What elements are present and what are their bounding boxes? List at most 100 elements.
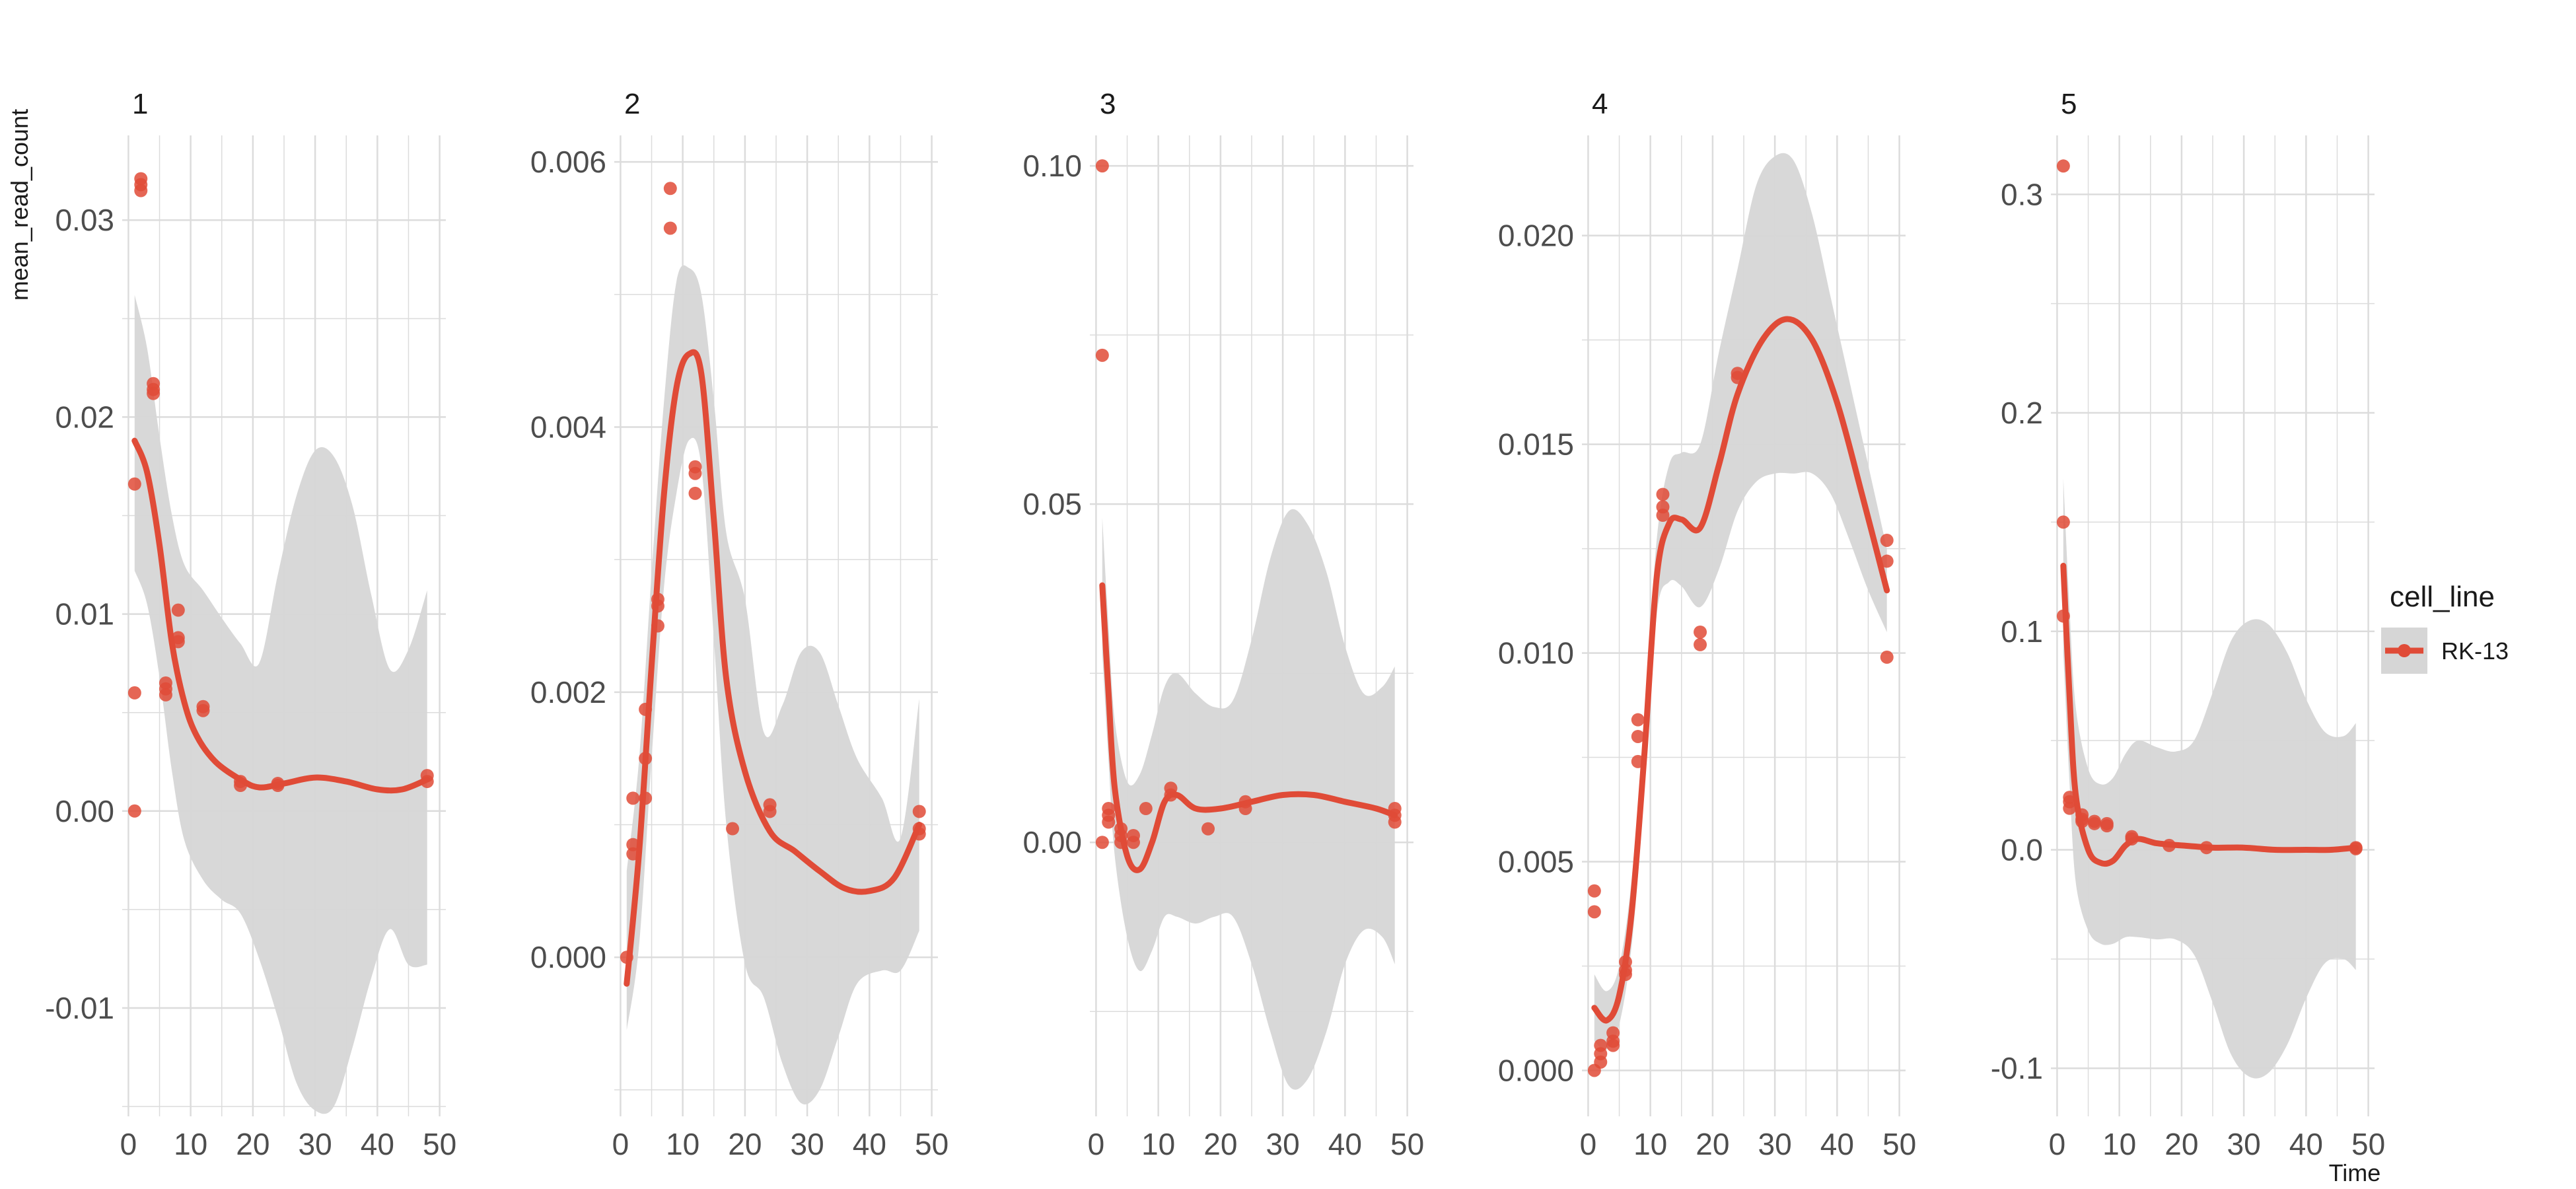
x-tick-label: 10	[2102, 1127, 2136, 1161]
y-tick-label: 0.00	[1022, 825, 1082, 859]
x-tick-label: 30	[1758, 1127, 1792, 1161]
y-tick-label: 0.020	[1498, 219, 1574, 253]
x-axis-title: Time	[2329, 1159, 2381, 1186]
data-point	[688, 466, 702, 480]
data-point	[1631, 729, 1645, 743]
x-tick-label: 50	[915, 1127, 948, 1161]
data-point	[1631, 713, 1645, 727]
x-tick-label: 50	[1882, 1127, 1916, 1161]
y-axis-title: mean_read_count	[6, 109, 33, 301]
data-point	[626, 791, 640, 805]
x-tick-label: 50	[2351, 1127, 2385, 1161]
data-point	[912, 805, 926, 818]
data-point	[147, 386, 161, 400]
confidence-ribbon	[1594, 153, 1887, 1050]
panel-1: 0 10 20 30 40 50 -0.01 0.00 0.01 0.02 0.03 1	[45, 88, 456, 1161]
x-tick-label: 0	[120, 1127, 137, 1161]
data-point	[1587, 884, 1601, 898]
data-point	[763, 805, 777, 818]
data-point	[196, 703, 210, 717]
y-tick-label: 0.006	[530, 145, 606, 179]
y-tick-label: -0.01	[45, 991, 114, 1025]
smooth-line	[1099, 582, 1398, 873]
y-tick-label: 0.010	[1498, 636, 1574, 670]
data-point	[1694, 625, 1707, 639]
y-tick-label: -0.1	[1991, 1051, 2043, 1085]
smooth-line	[131, 437, 431, 794]
data-point	[1587, 905, 1601, 919]
y-tick-label: 0.00	[55, 794, 114, 828]
data-point	[127, 686, 141, 700]
data-point	[663, 182, 677, 196]
panel-5: 0 10 20 30 40 50 -0.1 0.0 0.1 0.2 0.3 5	[1991, 88, 2385, 1161]
data-point	[1594, 1055, 1608, 1069]
x-tick-label: 40	[1328, 1127, 1362, 1161]
data-point	[1095, 159, 1109, 173]
x-tick-label: 10	[666, 1127, 699, 1161]
data-point	[688, 486, 702, 500]
x-tick-label: 0	[612, 1127, 629, 1161]
data-point	[1656, 487, 1670, 501]
data-point	[1102, 815, 1116, 829]
data-point	[1095, 836, 1109, 849]
y-tick-label: 0.005	[1498, 845, 1574, 879]
data-point	[1606, 1038, 1620, 1052]
legend-title: cell_line	[2390, 581, 2495, 613]
x-tick-label: 40	[361, 1127, 394, 1161]
y-tick-label: 0.000	[530, 940, 606, 974]
data-point	[2087, 816, 2101, 830]
x-tick-label: 30	[2227, 1127, 2261, 1161]
facet-title: 2	[624, 88, 640, 120]
x-tick-label: 0	[1580, 1127, 1597, 1161]
x-tick-label: 40	[2289, 1127, 2323, 1161]
x-tick-label: 50	[423, 1127, 456, 1161]
y-tick-label: 0.03	[55, 203, 114, 237]
data-point	[1139, 802, 1153, 816]
data-point	[1880, 554, 1894, 568]
y-tick-label: 0.2	[2001, 396, 2043, 430]
data-point	[1880, 533, 1894, 547]
panel-3: 0 10 20 30 40 50 0.00 0.05 0.10 3	[1022, 88, 1424, 1161]
facet-title: 5	[2061, 88, 2077, 120]
y-tick-label: 0.01	[55, 597, 114, 631]
x-tick-label: 30	[1266, 1127, 1300, 1161]
x-tick-label: 10	[1633, 1127, 1667, 1161]
legend-label-rk-13: RK-13	[2441, 637, 2509, 665]
confidence-ribbon	[626, 265, 919, 1105]
data-point	[134, 184, 148, 198]
panel-2: 0 10 20 30 40 50 0.000 0.002 0.004 0.006 2	[530, 88, 948, 1161]
y-tick-label: 0.10	[1022, 149, 1082, 183]
data-point	[1694, 637, 1707, 651]
data-point	[127, 804, 141, 818]
x-tick-label: 10	[1141, 1127, 1175, 1161]
data-point	[2100, 819, 2114, 833]
x-tick-label: 0	[1088, 1127, 1105, 1161]
x-tick-label: 30	[791, 1127, 824, 1161]
x-tick-label: 20	[1203, 1127, 1237, 1161]
y-tick-label: 0.05	[1022, 487, 1082, 521]
y-tick-label: 0.1	[2001, 614, 2043, 649]
smooth-line	[2060, 563, 2359, 867]
x-tick-label: 0	[2049, 1127, 2066, 1161]
data-point	[1880, 650, 1894, 664]
y-tick-label: 0.3	[2001, 177, 2043, 211]
data-point	[2056, 159, 2070, 173]
data-point	[1126, 836, 1140, 849]
data-point	[726, 822, 740, 836]
x-tick-label: 20	[728, 1127, 762, 1161]
data-point	[127, 477, 141, 491]
data-point	[1201, 822, 1215, 836]
x-tick-label: 20	[236, 1127, 269, 1161]
y-tick-label: 0.002	[530, 675, 606, 709]
x-tick-label: 40	[853, 1127, 886, 1161]
data-point	[663, 221, 677, 235]
smooth-line	[624, 349, 923, 987]
data-point	[626, 838, 640, 851]
confidence-ribbon	[134, 295, 427, 1114]
data-point	[1388, 815, 1402, 829]
x-tick-label: 50	[1390, 1127, 1424, 1161]
x-tick-label: 20	[1696, 1127, 1729, 1161]
x-tick-label: 30	[299, 1127, 332, 1161]
